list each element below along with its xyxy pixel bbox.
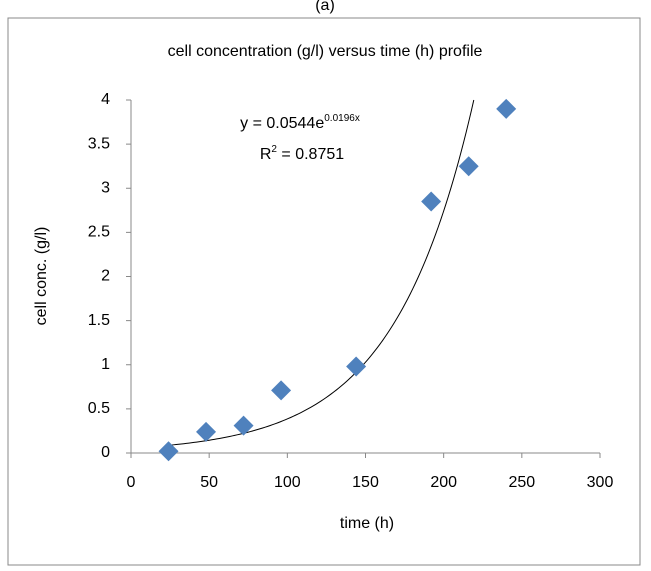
equation-base: e [315,115,324,132]
y-tick-label: 4 [101,91,110,108]
data-point [496,98,517,119]
x-tick-label: 200 [430,474,457,491]
x-tick-label: 100 [274,474,301,491]
x-tick-label: 150 [352,474,379,491]
x-tick-label: 0 [127,474,136,491]
y-axis-label: cell conc. (g/l) [33,227,50,326]
chart-frame [7,17,641,566]
data-point [196,421,217,442]
data-point [233,415,254,436]
r2-symbol: R [260,146,272,163]
equation-a: 0.0544 [266,115,315,132]
y-tick-label: 3 [101,179,110,196]
data-point [346,356,367,377]
trendline-r2: R2 = 0.8751 [260,144,344,164]
y-tick-label: 0 [101,444,110,461]
trendline [168,99,475,446]
x-tick-label: 300 [587,474,614,491]
y-tick-label: 2 [101,268,110,285]
x-axis-label: time (h) [340,515,394,532]
y-tick-label: 2.5 [88,224,110,241]
caption: (a) [315,0,335,14]
chart-title: cell concentration (g/l) versus time (h)… [168,43,483,60]
equation-b: 0.0196 [324,113,355,124]
data-point [271,380,292,401]
equation-lhs: y = [240,115,266,132]
data-point [158,441,179,462]
equation-variable: x [355,113,360,124]
y-tick-label: 0.5 [88,400,110,417]
x-tick-label: 50 [200,474,218,491]
trendline-equation: y = 0.0544e0.0196x [240,113,360,133]
x-tick-label: 250 [508,474,535,491]
y-tick-label: 1 [101,356,110,373]
data-point [421,191,442,212]
y-tick-label: 1.5 [88,312,110,329]
r2-value: 0.8751 [295,146,344,163]
data-point [458,156,479,177]
r2-eq: = [277,146,295,163]
r2-sup: 2 [271,144,277,155]
y-tick-label: 3.5 [88,135,110,152]
